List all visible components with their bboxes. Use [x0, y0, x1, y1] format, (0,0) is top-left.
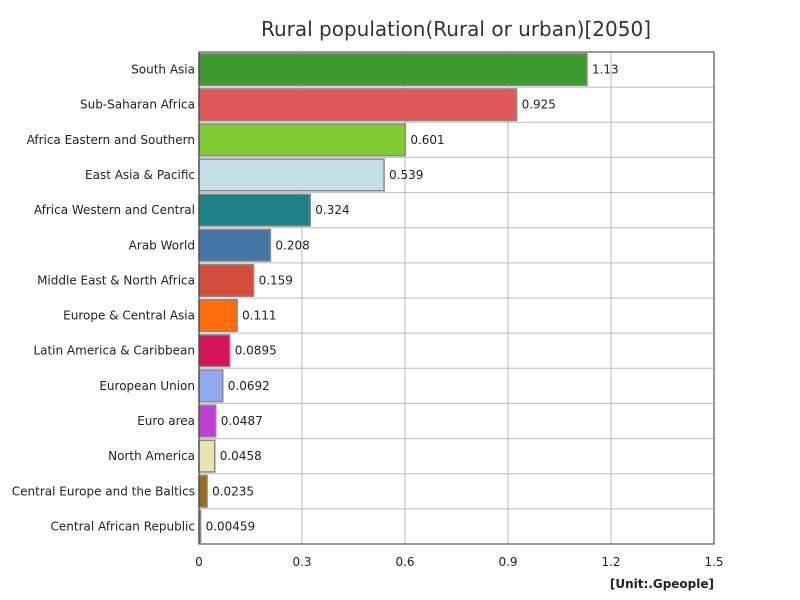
bar: [198, 369, 224, 403]
category-label: Europe & Central Asia: [63, 309, 195, 323]
plot-frame: [198, 51, 715, 545]
bar: [198, 88, 518, 122]
data-label: 0.601: [410, 133, 444, 147]
chart-title: Rural population(Rural or urban)[2050]: [261, 17, 651, 41]
data-label: 0.208: [275, 238, 309, 252]
bar: [198, 123, 407, 157]
category-labels: South Asia Sub-Saharan Africa Africa Easte…: [12, 63, 195, 534]
category-label: Latin America & Caribbean: [33, 344, 195, 358]
category-label: Euro area: [137, 414, 195, 428]
data-label: 0.0895: [235, 344, 277, 358]
data-label: 0.159: [259, 273, 293, 287]
x-tick-label: 0.3: [292, 555, 311, 569]
x-tick-label: 0.6: [395, 555, 414, 569]
data-label: 0.0487: [221, 414, 263, 428]
bar: [198, 228, 272, 262]
category-label: North America: [108, 449, 195, 463]
data-label: 0.0692: [228, 379, 270, 393]
category-label: Arab World: [129, 238, 195, 252]
category-label: Central Europe and the Baltics: [12, 484, 195, 498]
category-label: South Asia: [131, 63, 195, 77]
data-label: 0.0458: [220, 449, 262, 463]
data-label: 1.13: [592, 63, 619, 77]
bar: [198, 53, 588, 87]
unit-label: [Unit:.Gpeople]: [610, 577, 714, 591]
x-tick-label: 0: [195, 555, 203, 569]
data-label: 0.925: [522, 98, 556, 112]
value-labels: 1.13 0.925 0.601 0.539 0.324 0.208 0.159 0.111 0…: [206, 63, 619, 534]
bar: [198, 474, 208, 508]
bar: [198, 334, 231, 368]
data-label: 0.324: [315, 203, 349, 217]
data-label: 0.00459: [206, 519, 256, 533]
category-label: European Union: [99, 379, 195, 393]
data-label: 0.111: [242, 309, 276, 323]
category-label: Africa Western and Central: [34, 203, 195, 217]
bar: [198, 158, 385, 192]
bar: [198, 193, 311, 227]
category-label: East Asia & Pacific: [85, 168, 195, 182]
data-label: 0.0235: [212, 484, 254, 498]
data-label: 0.539: [389, 168, 423, 182]
category-label: Central African Republic: [51, 519, 195, 533]
bar: [198, 404, 217, 438]
x-tick-label: 0.9: [498, 555, 517, 569]
bar: [198, 263, 255, 297]
x-axis-ticks: 0 0.3 0.6 0.9 1.2 1.5: [195, 555, 723, 569]
x-tick-label: 1.5: [704, 555, 723, 569]
category-label: Africa Eastern and Southern: [27, 133, 195, 147]
bars-group: [198, 53, 588, 543]
bar: [198, 299, 238, 333]
x-tick-label: 1.2: [601, 555, 620, 569]
category-label: Sub-Saharan Africa: [80, 98, 195, 112]
category-label: Middle East & North Africa: [37, 273, 195, 287]
bar: [198, 439, 216, 473]
